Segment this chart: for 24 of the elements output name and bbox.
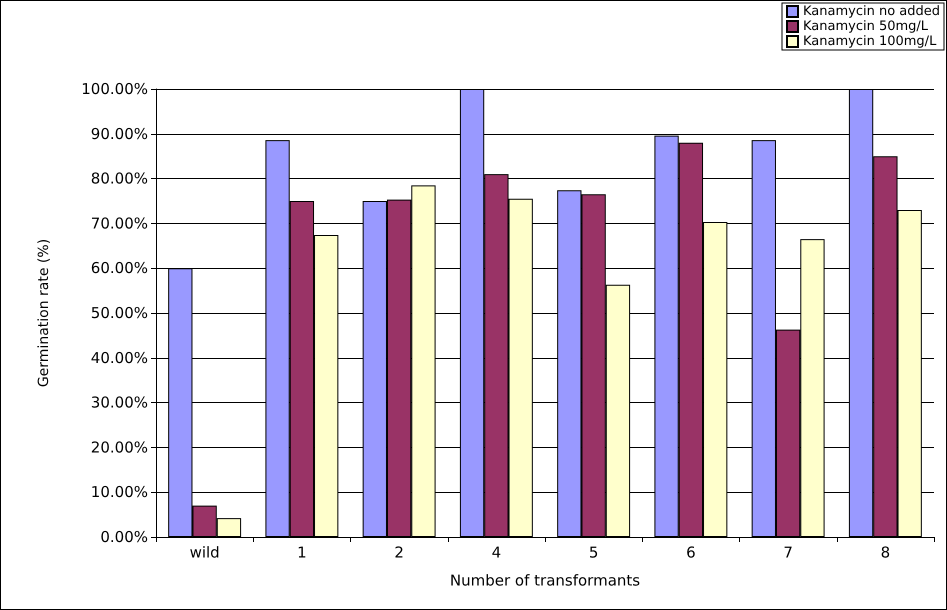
y-axis-title: Germination rate (%) bbox=[36, 238, 52, 388]
legend-label: Kanamycin 50mg/L bbox=[803, 19, 929, 34]
x-tick-label: 1 bbox=[297, 544, 307, 562]
y-tick-label: 20.00% bbox=[90, 438, 148, 456]
x-tick-label: 4 bbox=[492, 544, 502, 562]
y-tick-label: 10.00% bbox=[90, 483, 148, 502]
legend-label: Kanamycin no added bbox=[803, 4, 940, 19]
x-tick-label: 6 bbox=[686, 544, 696, 562]
y-tick-label: 0.00% bbox=[100, 528, 148, 546]
x-tick-label: 2 bbox=[394, 544, 404, 562]
y-tick-label: 30.00% bbox=[90, 394, 148, 412]
x-tick-label: 7 bbox=[783, 544, 793, 562]
y-tick-label: 40.00% bbox=[90, 348, 148, 367]
y-tick-label: 60.00% bbox=[90, 259, 148, 278]
legend-label: Kanamycin 100mg/L bbox=[803, 34, 938, 49]
y-tick-label: 70.00% bbox=[90, 214, 148, 232]
y-tick-label: 80.00% bbox=[90, 170, 148, 188]
y-tick-label: 90.00% bbox=[90, 124, 148, 143]
x-axis-title: Number of transformants bbox=[450, 572, 640, 590]
x-tick-label: 8 bbox=[880, 544, 890, 562]
y-tick-label: 100.00% bbox=[81, 80, 148, 98]
x-tick-label: wild bbox=[190, 544, 220, 562]
y-tick-label: 50.00% bbox=[90, 304, 148, 322]
x-tick-label: 5 bbox=[588, 544, 598, 562]
